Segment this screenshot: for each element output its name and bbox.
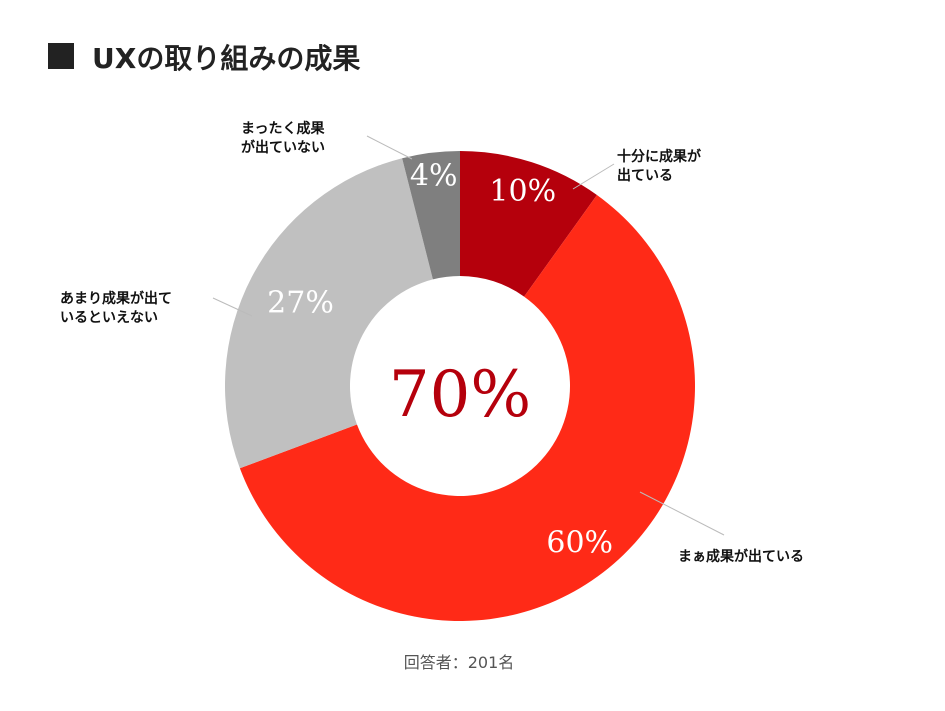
donut-slice-2	[239, 195, 695, 621]
percent-labels: 10% 60% 27% 4%	[267, 159, 613, 561]
leader-line-3	[212, 297, 253, 317]
category-label-4: まったく成果が出ていない	[241, 120, 325, 156]
donut-slice-1	[460, 151, 597, 297]
donut-slice-4	[402, 151, 460, 280]
donut-slice-3	[225, 158, 433, 469]
category-label-3: あまり成果が出ているといえない	[60, 290, 172, 326]
category-label-1: 十分に成果が出ている	[617, 148, 702, 184]
percent-label-1: 10%	[489, 174, 556, 209]
title-square-icon	[48, 43, 74, 69]
category-label-2: まぁ成果が出ている	[678, 548, 804, 565]
leader-line-1	[572, 163, 615, 190]
leader-line-2	[639, 491, 725, 536]
percent-label-2: 60%	[546, 525, 613, 560]
chart-title: UXの取り組みの成果	[92, 42, 360, 75]
donut-slices	[225, 151, 695, 621]
percent-label-4: 4%	[410, 159, 458, 194]
center-value: 70%	[389, 358, 531, 432]
respondents-footnote: 回答者：201名	[404, 653, 515, 672]
percent-label-3: 27%	[267, 286, 334, 321]
leader-line-4	[366, 135, 413, 160]
leader-lines	[212, 135, 725, 536]
